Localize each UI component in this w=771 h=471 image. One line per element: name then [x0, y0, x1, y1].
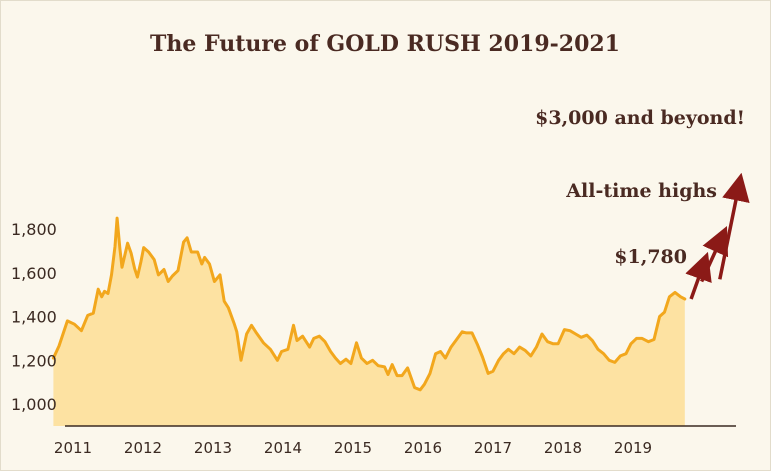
x-tick-label: 2018: [544, 439, 582, 457]
x-tick-label: 2017: [474, 439, 512, 457]
x-tick-label: 2012: [124, 439, 162, 457]
x-axis: 2011 2012 2013 2014 2015 2016 2017 2018 2019: [54, 425, 736, 457]
series-line: [51, 216, 687, 392]
series-area-fill: [53, 218, 685, 426]
annotation-label: All-time highs: [565, 180, 717, 202]
y-tick-label: 1,800: [11, 220, 57, 239]
annotation-label: $3,000 and beyond!: [535, 107, 745, 129]
annotation-arrow: [718, 172, 750, 280]
x-tick-label: 2014: [264, 439, 302, 457]
x-tick-label: 2015: [334, 439, 372, 457]
y-tick-label: 1,600: [11, 264, 57, 283]
annotation-label: $1,780: [614, 246, 687, 268]
plot-area: [51, 216, 687, 426]
annotation-arrow: [685, 251, 712, 300]
x-tick-label: 2019: [614, 439, 652, 457]
x-tick-label: 2013: [194, 439, 232, 457]
y-tick-label: 1,400: [11, 308, 57, 327]
y-tick-label: 1,000: [11, 395, 57, 414]
y-axis: 1,000 1,200 1,400 1,600 1,800: [11, 220, 57, 414]
annotations: $1,780 All-time highs $3,000 and beyond!: [535, 107, 750, 300]
x-tick-label: 2016: [404, 439, 442, 457]
y-tick-label: 1,200: [11, 351, 57, 370]
chart-title: The Future of GOLD RUSH 2019-2021: [150, 31, 620, 57]
annotation-arrow: [700, 226, 729, 283]
x-tick-label: 2011: [54, 439, 92, 457]
